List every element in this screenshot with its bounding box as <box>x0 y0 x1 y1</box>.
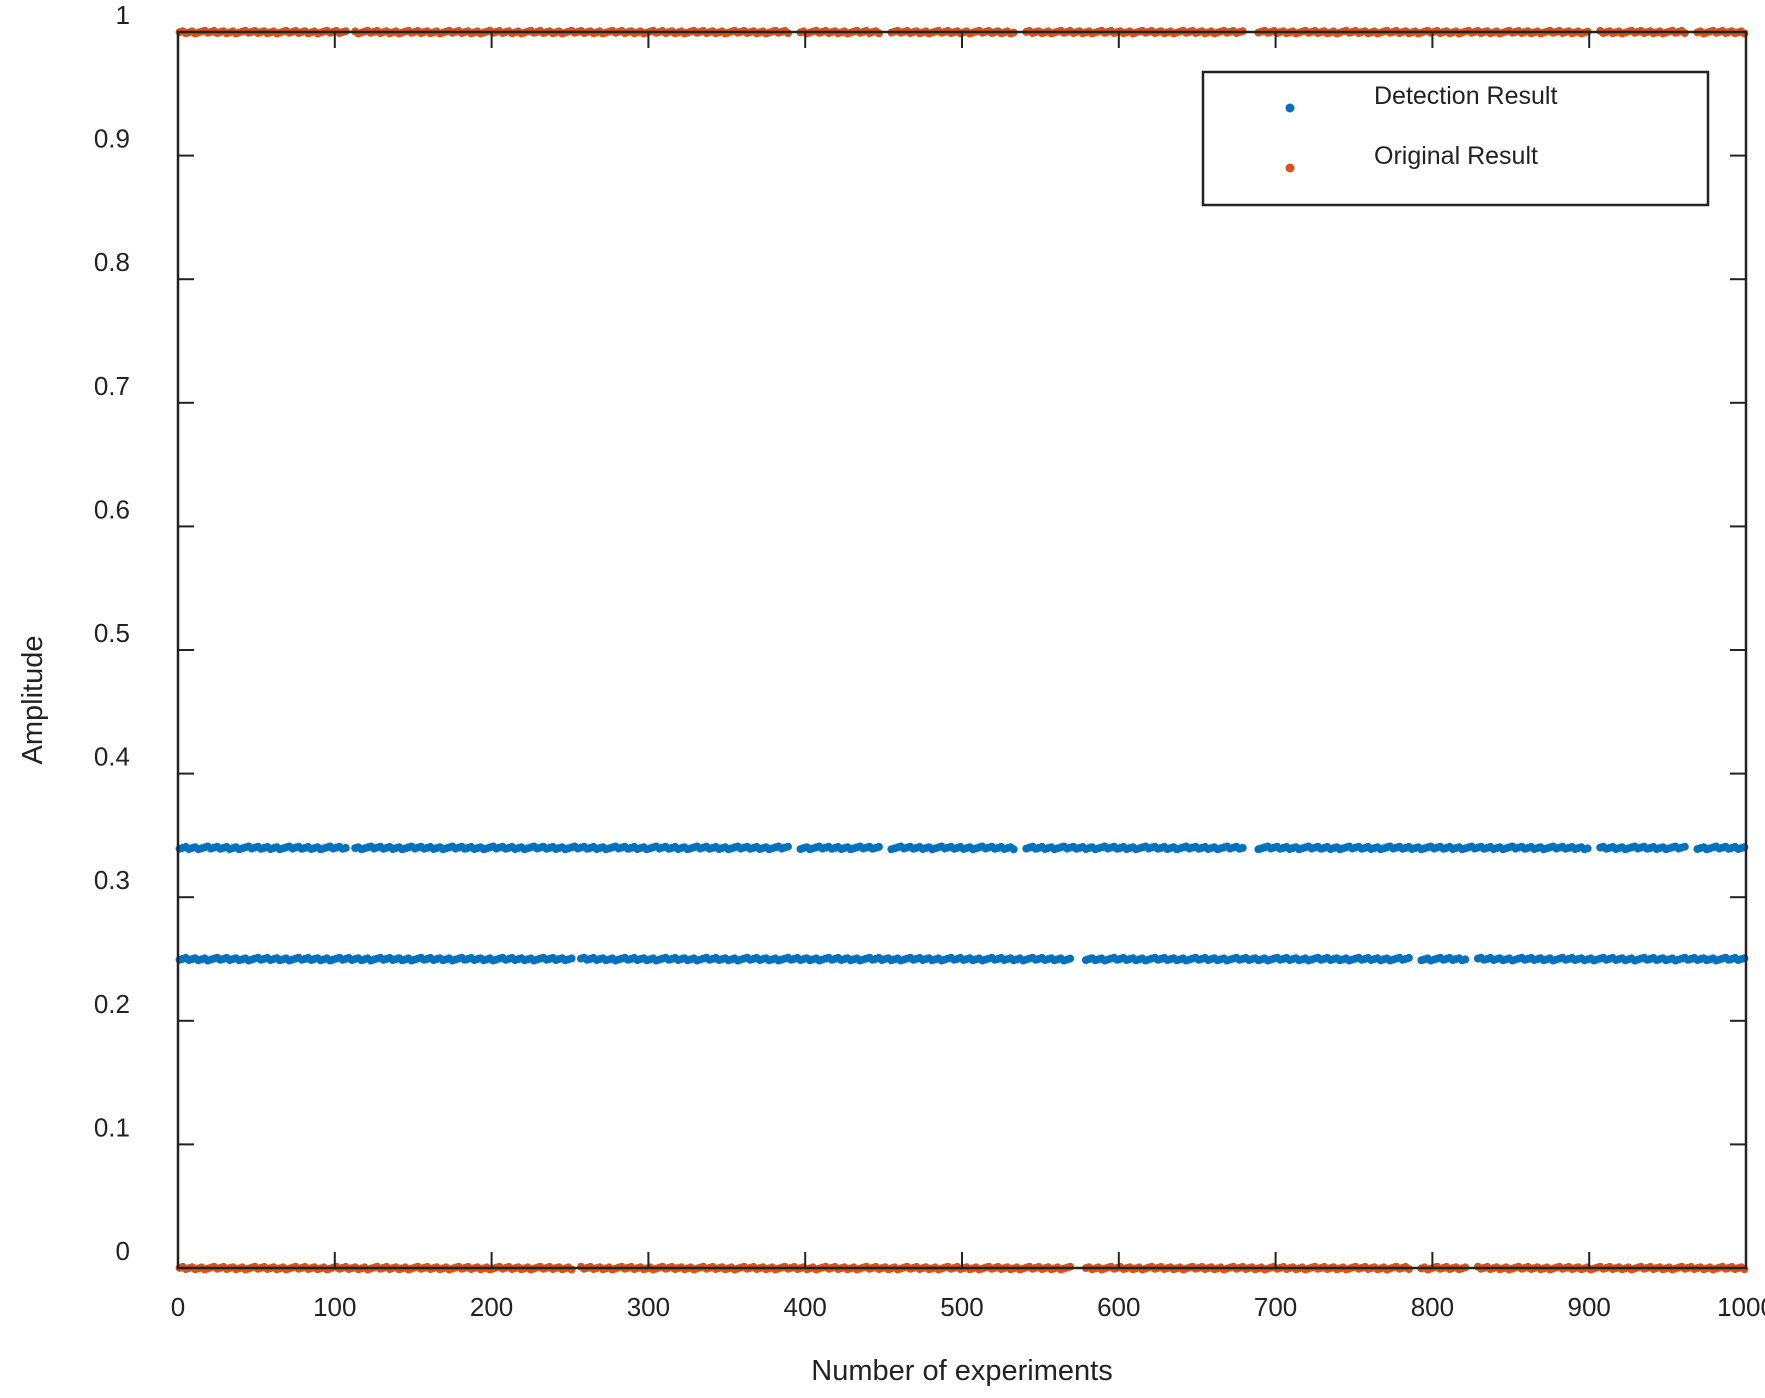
y-axis-title: Amplitude <box>17 636 49 765</box>
x-tick-label-8: 800 <box>1411 1292 1454 1322</box>
y-tick-label-5: 0.5 <box>94 618 130 648</box>
x-tick-label-5: 500 <box>940 1292 983 1322</box>
data-point <box>1583 844 1592 853</box>
y-tick-label-3: 0.3 <box>94 865 130 895</box>
y-tick-label-8: 0.8 <box>94 247 130 277</box>
data-point <box>1461 955 1470 964</box>
data-point <box>1009 845 1018 854</box>
data-point <box>874 29 883 38</box>
y-tick-label-10: 1 <box>116 0 130 30</box>
data-point <box>1404 953 1413 962</box>
legend-label-detection-result: Detection Result <box>1374 82 1557 110</box>
data-point <box>567 1265 576 1274</box>
data-point <box>341 843 350 852</box>
x-tick-label-9: 900 <box>1568 1292 1611 1322</box>
x-tick-label-7: 700 <box>1254 1292 1297 1322</box>
data-point <box>1066 1262 1075 1271</box>
data-point <box>1680 842 1689 851</box>
data-point <box>1238 843 1247 852</box>
y-tick-label-1: 0.1 <box>94 1112 130 1142</box>
y-tick-label-2: 0.2 <box>94 989 130 1019</box>
y-tick-label-7: 0.7 <box>94 371 130 401</box>
legend-label-original-result: Original Result <box>1374 142 1538 170</box>
data-point <box>874 842 883 851</box>
x-tick-label-4: 400 <box>784 1292 827 1322</box>
x-tick-label-1: 100 <box>313 1292 356 1322</box>
y-tick-labels: 0 0.1 0.2 0.3 0.4 0.5 0.6 0.7 0.8 0.9 1 <box>94 0 130 1266</box>
x-tick-label-3: 300 <box>627 1292 670 1322</box>
y-tick-label-0: 0 <box>116 1236 130 1266</box>
y-tick-label-9: 0.9 <box>94 124 130 154</box>
series-detection-result <box>175 842 1749 965</box>
legend-box <box>1201 70 1710 207</box>
x-tick-label-6: 600 <box>1097 1292 1140 1322</box>
x-tick-label-2: 200 <box>470 1292 513 1322</box>
y-tick-label-6: 0.6 <box>94 494 130 524</box>
legend-marker-detection-result <box>1285 103 1295 113</box>
x-tick-label-0: 0 <box>171 1292 185 1322</box>
axis-ticks <box>177 31 1747 1269</box>
data-point <box>1066 954 1075 963</box>
y-tick-label-4: 0.4 <box>94 742 130 772</box>
data-point <box>567 954 576 963</box>
data-point <box>784 842 792 851</box>
legend: Detection Result Original Result <box>1201 70 1710 207</box>
x-axis-title: Number of experiments <box>811 1355 1112 1387</box>
legend-marker-original-result <box>1285 163 1295 173</box>
